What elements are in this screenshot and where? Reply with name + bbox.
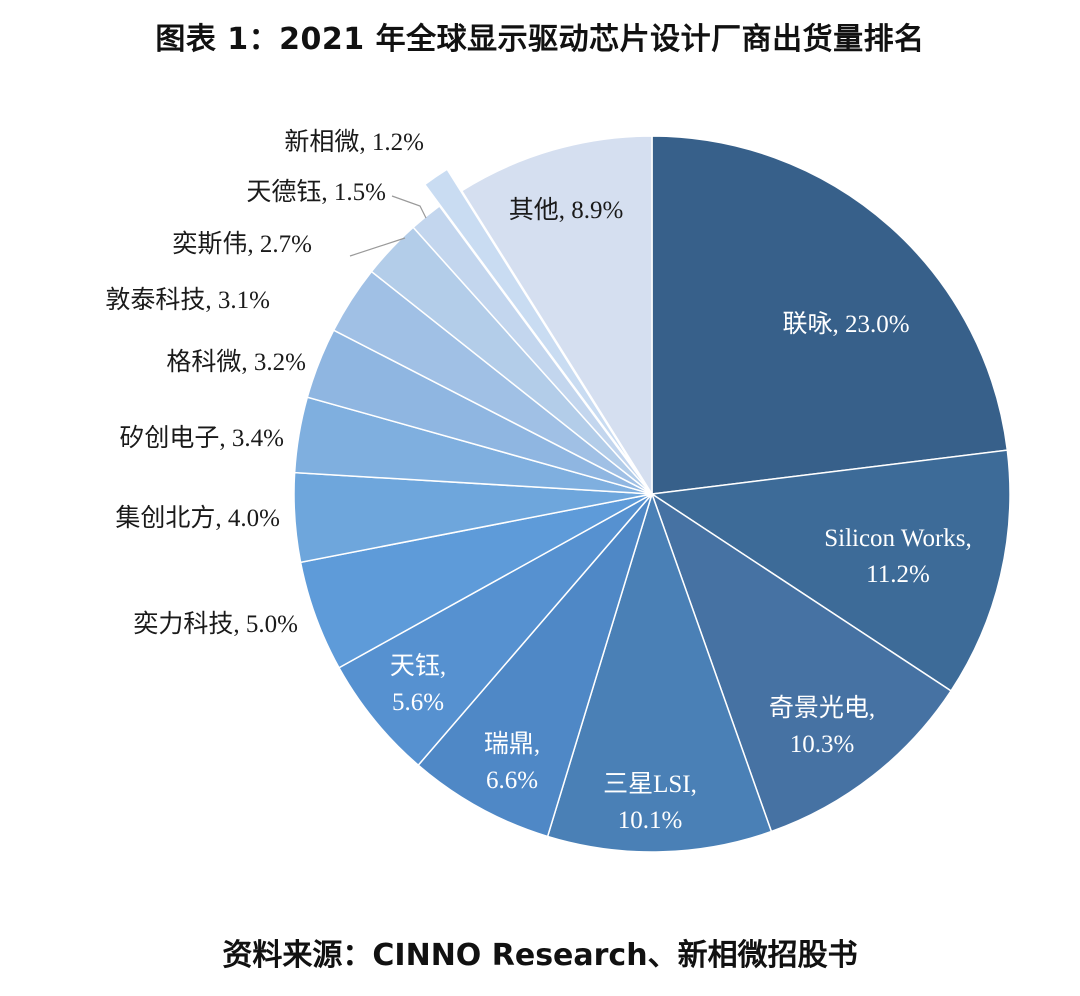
slice-label: 其他, 8.9% <box>509 196 624 224</box>
pie-slice <box>423 168 638 473</box>
leader-line <box>391 195 427 219</box>
slice-label: 矽创电子, 3.4% <box>119 424 284 452</box>
source-note: 资料来源：CINNO Research、新相微招股书 <box>222 938 858 973</box>
pie-slice <box>649 449 1011 692</box>
slice-label: 联咏, 23.0% <box>782 310 909 338</box>
chart-title: 图表 1：2021 年全球显示驱动芯片设计厂商出货量排名 <box>155 22 925 57</box>
slice-label: 集创北方, 4.0% <box>115 504 280 532</box>
slice-label: 奕力科技, 5.0% <box>133 610 298 638</box>
pie-slice <box>337 493 653 767</box>
slice-label: 奇景光电, 10.3% <box>769 694 875 758</box>
pie-slice <box>412 204 653 495</box>
slice-label: 三星LSI, 10.1% <box>603 771 697 834</box>
pie-slice <box>651 135 1009 495</box>
pie-slice <box>460 135 653 497</box>
leader-line <box>349 237 406 257</box>
slice-label: 敦泰科技, 3.1% <box>105 286 270 314</box>
slice-label: Silicon Works, 11.2% <box>824 525 972 588</box>
slice-label: 奕斯伟, 2.7% <box>172 230 312 258</box>
slice-label: 天德钰, 1.5% <box>246 178 386 206</box>
slice-label: 新相微, 1.2% <box>284 128 424 156</box>
slice-label: 天钰, 5.6% <box>390 652 446 716</box>
pie-slice <box>650 492 953 833</box>
pie-slice <box>417 493 653 838</box>
slice-label: 格科微, 3.2% <box>166 348 306 376</box>
pie-slice <box>546 491 773 853</box>
slice-label: 瑞鼎, 6.6% <box>484 730 540 794</box>
